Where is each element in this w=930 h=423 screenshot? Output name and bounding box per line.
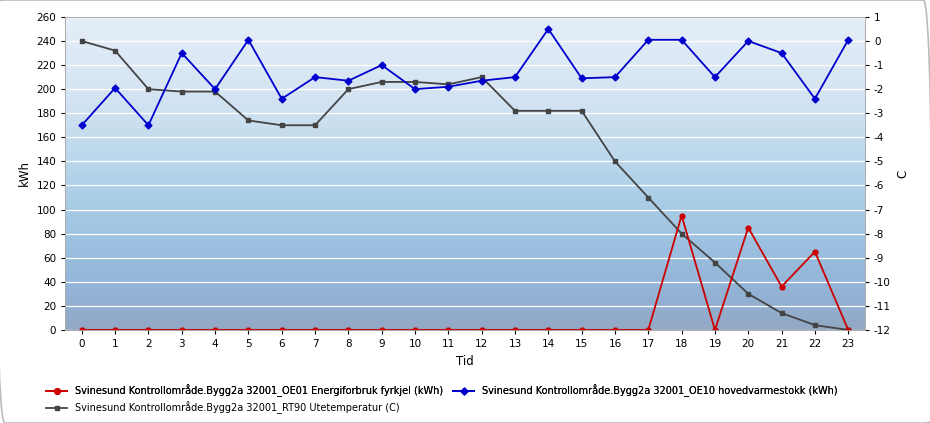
Y-axis label: kWh: kWh bbox=[18, 160, 31, 187]
Legend: Svinesund Kontrollområde.Bygg2a 32001_RT90 Utetemperatur (C): Svinesund Kontrollområde.Bygg2a 32001_RT… bbox=[42, 398, 404, 418]
Y-axis label: C: C bbox=[897, 169, 910, 178]
Legend: Svinesund Kontrollområde.Bygg2a 32001_OE01 Energiforbruk fyrkjel (kWh), Svinesun: Svinesund Kontrollområde.Bygg2a 32001_OE… bbox=[42, 381, 842, 401]
X-axis label: Tid: Tid bbox=[456, 354, 474, 368]
